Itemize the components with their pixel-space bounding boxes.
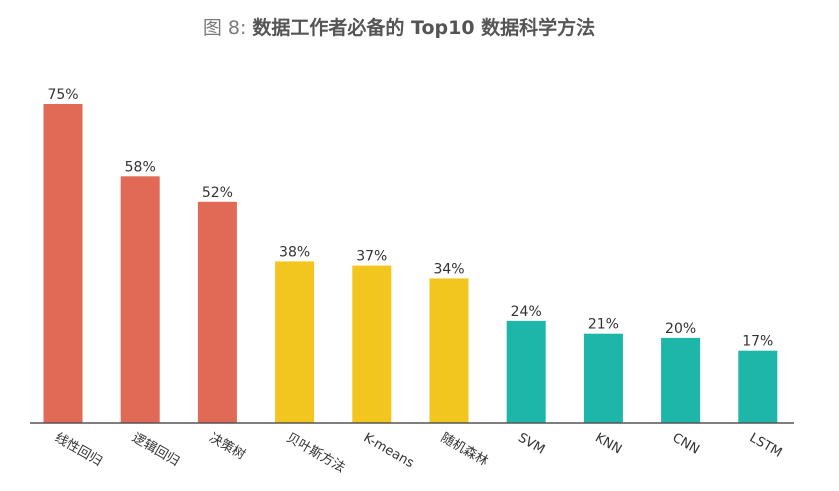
bar-value-label-6: 34% xyxy=(433,261,464,277)
bars-layer xyxy=(43,104,778,423)
bar-7 xyxy=(506,320,546,423)
bar-2 xyxy=(120,176,160,423)
bar-value-label-8: 21% xyxy=(588,317,619,333)
category-label-3: 决策树 xyxy=(206,430,248,463)
bar-value-label-10: 17% xyxy=(742,334,773,350)
chart-title-main: 数据工作者必备的 Top10 数据科学方法 xyxy=(252,16,595,39)
bar-value-label-9: 20% xyxy=(665,321,696,337)
bar-value-label-3: 52% xyxy=(202,185,233,201)
bar-6 xyxy=(429,278,469,423)
category-label-8: KNN xyxy=(592,430,624,457)
bar-3 xyxy=(197,201,237,423)
category-label-9: CNN xyxy=(670,430,702,457)
bar-value-label-2: 58% xyxy=(125,159,156,175)
bar-value-label-5: 37% xyxy=(356,249,387,265)
category-label-1: 线性回归 xyxy=(52,430,105,469)
category-label-5: K-means xyxy=(361,430,417,471)
bar-value-label-4: 38% xyxy=(279,244,310,260)
bar-value-label-7: 24% xyxy=(511,304,542,320)
category-label-10: LSTM xyxy=(747,430,785,460)
bar-5 xyxy=(352,265,392,423)
value-labels-layer: 75% 58% 52% 38% 37% 34% 24% 21% 20% 17% xyxy=(47,87,773,350)
category-label-2: 逻辑回归 xyxy=(129,430,182,469)
bar-8 xyxy=(583,333,623,423)
bar-value-label-1: 75% xyxy=(47,87,78,103)
bar-4 xyxy=(275,261,315,423)
bar-1 xyxy=(43,104,83,423)
chart-title-prefix: 图 8: xyxy=(203,17,253,39)
bar-9 xyxy=(661,337,701,423)
category-label-4: 贝叶斯方法 xyxy=(284,430,348,476)
category-label-7: SVM xyxy=(515,430,547,457)
chart-title: 图 8: 数据工作者必备的 Top10 数据科学方法 xyxy=(203,16,595,39)
category-labels-layer: 线性回归 逻辑回归 决策树 贝叶斯方法 K-means 随机森林 SVM KNN CNN LSTM xyxy=(52,430,784,476)
bar-10 xyxy=(738,350,778,423)
category-label-6: 随机森林 xyxy=(438,430,491,469)
